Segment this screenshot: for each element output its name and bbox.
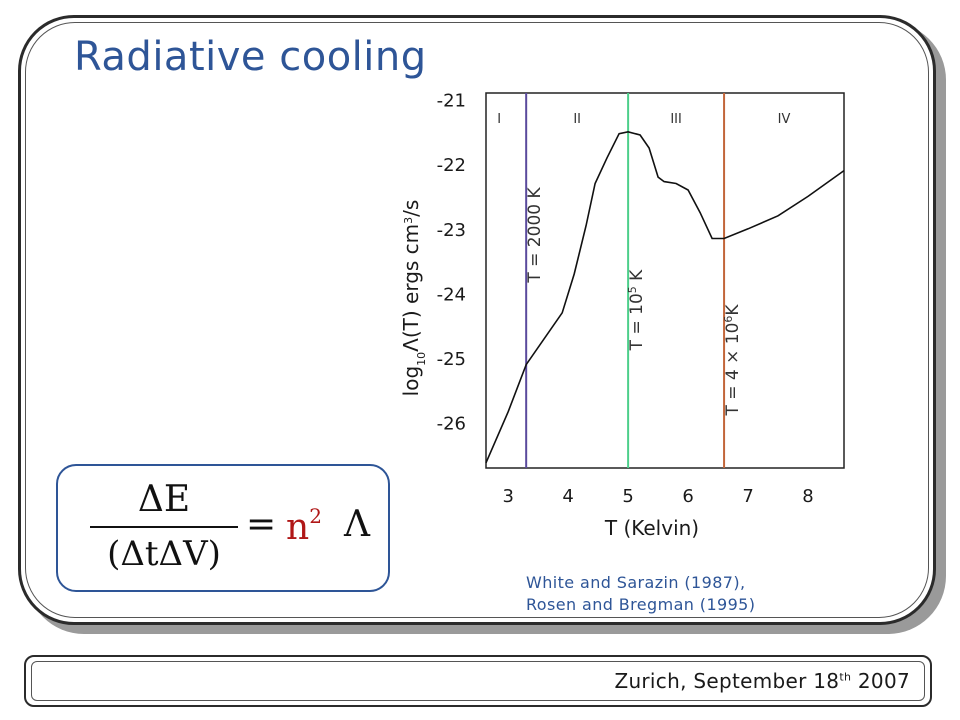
footer-bar-inner-line	[31, 661, 925, 701]
x-tick-label: 3	[502, 486, 513, 507]
slide-frame-inner-line	[25, 22, 929, 618]
formula-box	[56, 464, 390, 592]
y-tick-label: -22	[437, 155, 466, 176]
y-axis-title: log10Λ(T) ergs cm3/s	[399, 200, 428, 397]
y-tick-label: -21	[437, 90, 466, 111]
slide-title: Radiative cooling	[74, 34, 427, 80]
citation-line-2: Rosen and Bregman (1995)	[526, 595, 756, 614]
y-tick-label: -25	[437, 349, 466, 370]
formula-numerator: ΔE	[137, 479, 191, 520]
y-tick-label: -26	[437, 414, 466, 435]
formula-n-squared: n2	[286, 504, 322, 548]
x-tick-label: 5	[622, 486, 633, 507]
x-tick-label: 4	[562, 486, 573, 507]
region-label-4: IV	[778, 112, 791, 127]
vertical-line-label-1: T = 2000 K	[525, 187, 545, 284]
region-label-2: II	[573, 112, 581, 127]
formula-fraction: ΔE (ΔtΔV)	[90, 478, 238, 576]
citation-line-1: White and Sarazin (1987),	[526, 573, 746, 592]
cooling-formula: ΔE (ΔtΔV) = n2 Λ	[90, 478, 380, 578]
formula-equals: =	[246, 504, 277, 545]
x-axis-title: T (Kelvin)	[604, 516, 699, 540]
x-tick-label: 7	[742, 486, 753, 507]
plot-frame	[485, 92, 845, 469]
footer-bar	[24, 655, 932, 707]
vertical-line-label-3: T = 4 × 106K	[722, 304, 744, 417]
x-tick-label: 6	[682, 486, 693, 507]
formula-fraction-bar	[90, 526, 238, 528]
formula-lambda: Λ	[344, 504, 370, 545]
vertical-line-label-2: T = 105 K	[626, 269, 648, 351]
x-tick-label: 8	[802, 486, 813, 507]
formula-denominator: (ΔtΔV)	[107, 534, 221, 574]
y-tick-label: -24	[437, 284, 466, 305]
y-tick-label: -23	[437, 220, 466, 241]
footer-text: Zurich, September 18th 2007	[614, 669, 910, 693]
region-label-3: III	[670, 112, 682, 127]
cooling-curve-line	[485, 130, 845, 464]
region-label-1: I	[497, 112, 501, 127]
citation: White and Sarazin (1987), Rosen and Breg…	[526, 572, 755, 616]
